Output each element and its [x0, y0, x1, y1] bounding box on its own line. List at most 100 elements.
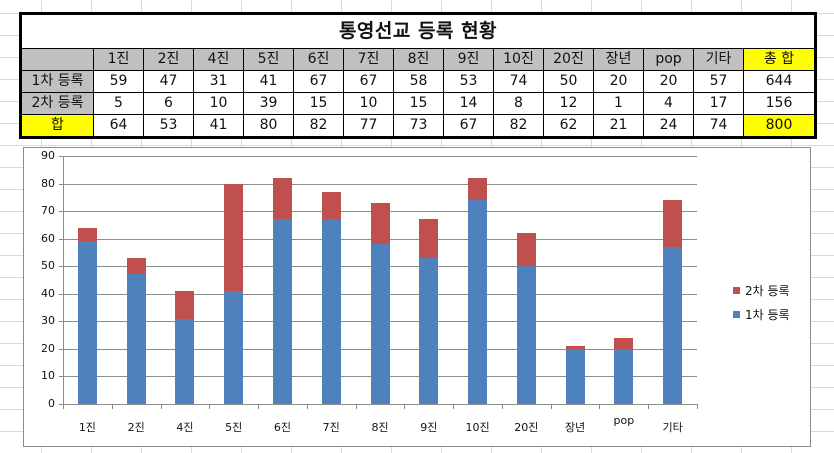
table-title[interactable]: 통영선교 등록 현황 — [20, 13, 816, 49]
table-cell[interactable]: 15 — [293, 92, 344, 115]
table-cell[interactable]: 82 — [293, 114, 344, 138]
table-cell[interactable]: 1 — [593, 92, 644, 115]
table-cell[interactable]: 8 — [493, 92, 544, 115]
stacked-bar[interactable] — [565, 346, 585, 404]
stacked-bar-chart[interactable]: 0 10 20 30 40 50 60 70 80 90 1진 2진 4진 5진 6진 7진 8진 9진 10진 20… — [23, 147, 811, 447]
stacked-bar[interactable] — [468, 178, 488, 404]
bar-segment-2nd[interactable] — [272, 178, 292, 220]
table-cell[interactable]: 62 — [543, 114, 594, 138]
bar-segment-1st[interactable] — [370, 244, 390, 404]
table-cell[interactable]: 5 — [93, 92, 144, 115]
bar-segment-2nd[interactable] — [663, 200, 683, 247]
bar-segment-2nd[interactable] — [77, 227, 97, 242]
bar-segment-1st[interactable] — [175, 318, 195, 404]
table-cell[interactable]: 67 — [343, 70, 394, 93]
table-cell[interactable]: 21 — [593, 114, 644, 138]
bar-segment-1st[interactable] — [614, 348, 634, 404]
row-header[interactable]: 2차 등록 — [20, 92, 94, 115]
row-header[interactable]: 1차 등록 — [20, 70, 94, 93]
column-header[interactable]: 1진 — [93, 48, 144, 71]
stacked-bar[interactable] — [663, 200, 683, 404]
table-cell[interactable]: 67 — [293, 70, 344, 93]
stacked-bar[interactable] — [614, 337, 634, 404]
column-header[interactable]: 2진 — [143, 48, 194, 71]
bar-segment-1st[interactable] — [77, 241, 97, 404]
stacked-bar[interactable] — [224, 183, 244, 404]
bar-segment-1st[interactable] — [419, 257, 439, 404]
stacked-bar[interactable] — [419, 219, 439, 404]
column-header[interactable]: 4진 — [193, 48, 244, 71]
table-cell[interactable]: 4 — [643, 92, 694, 115]
table-cell[interactable]: 82 — [493, 114, 544, 138]
table-cell[interactable]: 80 — [243, 114, 294, 138]
column-header[interactable]: 5진 — [243, 48, 294, 71]
table-cell[interactable]: 41 — [193, 114, 244, 138]
row-header[interactable]: 합 — [20, 114, 94, 138]
bar-segment-1st[interactable] — [126, 274, 146, 404]
table-cell[interactable]: 15 — [393, 92, 444, 115]
bar-segment-1st[interactable] — [321, 219, 341, 404]
bar-segment-1st[interactable] — [663, 246, 683, 404]
table-cell[interactable]: 10 — [193, 92, 244, 115]
stacked-bar[interactable] — [516, 233, 536, 404]
column-header[interactable]: 8진 — [393, 48, 444, 71]
table-cell[interactable]: 73 — [393, 114, 444, 138]
table-cell[interactable]: 64 — [93, 114, 144, 138]
table-cell[interactable]: 6 — [143, 92, 194, 115]
table-cell[interactable]: 41 — [243, 70, 294, 93]
bar-segment-2nd[interactable] — [321, 191, 341, 220]
bar-segment-2nd[interactable] — [224, 183, 244, 291]
table-cell[interactable]: 58 — [393, 70, 444, 93]
column-header[interactable]: pop — [643, 48, 694, 71]
table-cell[interactable]: 59 — [93, 70, 144, 93]
column-header[interactable]: 9진 — [443, 48, 494, 71]
bar-segment-2nd[interactable] — [614, 337, 634, 349]
table-cell[interactable]: 53 — [443, 70, 494, 93]
bar-segment-1st[interactable] — [272, 219, 292, 404]
table-cell[interactable]: 24 — [643, 114, 694, 138]
column-header[interactable]: 장년 — [593, 48, 644, 71]
total-column-header[interactable]: 총 합 — [743, 48, 816, 71]
table-cell[interactable]: 77 — [343, 114, 394, 138]
table-cell[interactable]: 10 — [343, 92, 394, 115]
stacked-bar[interactable] — [126, 257, 146, 404]
bar-segment-2nd[interactable] — [468, 178, 488, 201]
stacked-bar[interactable] — [77, 227, 97, 404]
bar-segment-1st[interactable] — [468, 200, 488, 404]
column-header[interactable]: 20진 — [543, 48, 594, 71]
table-cell[interactable]: 74 — [693, 114, 744, 138]
bar-segment-2nd[interactable] — [419, 219, 439, 258]
table-cell[interactable]: 74 — [493, 70, 544, 93]
bar-segment-2nd[interactable] — [175, 291, 195, 319]
column-header[interactable]: 10진 — [493, 48, 544, 71]
column-header[interactable]: 7진 — [343, 48, 394, 71]
table-cell[interactable]: 20 — [643, 70, 694, 93]
stacked-bar[interactable] — [370, 202, 390, 404]
header-corner-cell[interactable] — [20, 48, 94, 71]
table-cell[interactable]: 53 — [143, 114, 194, 138]
table-cell[interactable]: 17 — [693, 92, 744, 115]
table-cell[interactable]: 50 — [543, 70, 594, 93]
table-cell[interactable]: 57 — [693, 70, 744, 93]
column-header[interactable]: 6진 — [293, 48, 344, 71]
bar-segment-1st[interactable] — [565, 348, 585, 404]
table-cell[interactable]: 47 — [143, 70, 194, 93]
chart-legend[interactable]: 2차 등록 1차 등록 — [733, 278, 790, 326]
table-cell[interactable]: 14 — [443, 92, 494, 115]
table-cell[interactable]: 67 — [443, 114, 494, 138]
bar-segment-2nd[interactable] — [370, 202, 390, 245]
total-cell[interactable]: 800 — [743, 114, 816, 138]
stacked-bar[interactable] — [321, 191, 341, 404]
table-cell[interactable]: 12 — [543, 92, 594, 115]
bar-segment-2nd[interactable] — [565, 346, 585, 349]
bar-segment-1st[interactable] — [224, 291, 244, 404]
table-cell[interactable]: 39 — [243, 92, 294, 115]
column-header[interactable]: 기타 — [693, 48, 744, 71]
bar-segment-1st[interactable] — [516, 266, 536, 404]
bar-segment-2nd[interactable] — [126, 257, 146, 275]
table-cell[interactable]: 20 — [593, 70, 644, 93]
stacked-bar[interactable] — [175, 291, 195, 404]
bar-segment-2nd[interactable] — [516, 233, 536, 267]
total-cell[interactable]: 644 — [743, 70, 816, 93]
stacked-bar[interactable] — [272, 178, 292, 404]
